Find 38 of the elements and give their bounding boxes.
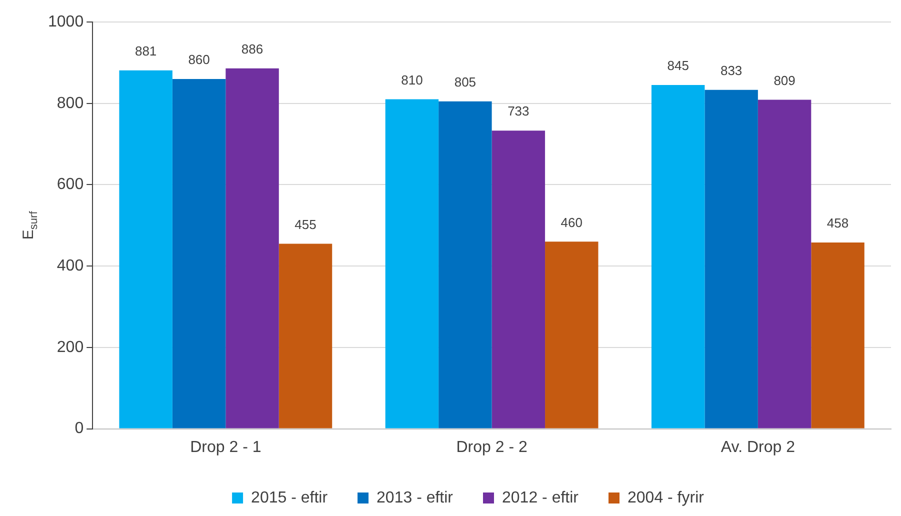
bar <box>172 78 226 428</box>
data-label: 845 <box>667 58 689 74</box>
legend-label: 2013 - eftir <box>376 489 454 506</box>
legend-label: 2004 - fyrir <box>627 489 705 506</box>
bar <box>385 99 439 428</box>
bar <box>226 68 279 428</box>
data-label: 810 <box>401 72 423 88</box>
legend-label: 2015 - eftir <box>251 489 328 506</box>
bar <box>438 101 492 428</box>
y-tick-label: 400 <box>56 257 84 274</box>
data-label: 460 <box>560 214 582 230</box>
bar <box>758 100 812 428</box>
y-tick-label: 600 <box>56 176 84 194</box>
data-label: 833 <box>720 63 742 78</box>
bar <box>278 244 332 428</box>
y-axis-title: Esurf <box>20 210 40 240</box>
x-tick-label: Drop 2 - 2 <box>456 438 528 456</box>
bar <box>651 85 705 428</box>
y-tick-label: 200 <box>56 338 84 356</box>
data-label: 860 <box>188 52 210 68</box>
y-tick-label: 0 <box>74 420 84 438</box>
bar <box>545 242 598 428</box>
bar <box>811 242 864 428</box>
y-tick-label: 1000 <box>48 13 84 30</box>
bar <box>492 130 546 428</box>
y-tick-label: 800 <box>56 94 84 112</box>
legend-label: 2012 - eftir <box>502 489 580 506</box>
bar <box>704 90 758 428</box>
x-tick-label: Drop 2 - 1 <box>190 438 262 456</box>
data-label: 809 <box>774 72 796 88</box>
data-label: 881 <box>134 43 157 58</box>
x-tick-label: Av. Drop 2 <box>720 438 796 456</box>
data-label: 886 <box>241 41 264 56</box>
data-label: 458 <box>826 216 849 231</box>
data-label: 455 <box>294 216 316 232</box>
bar <box>119 70 172 428</box>
data-label: 733 <box>508 104 530 119</box>
data-label: 805 <box>454 74 476 90</box>
